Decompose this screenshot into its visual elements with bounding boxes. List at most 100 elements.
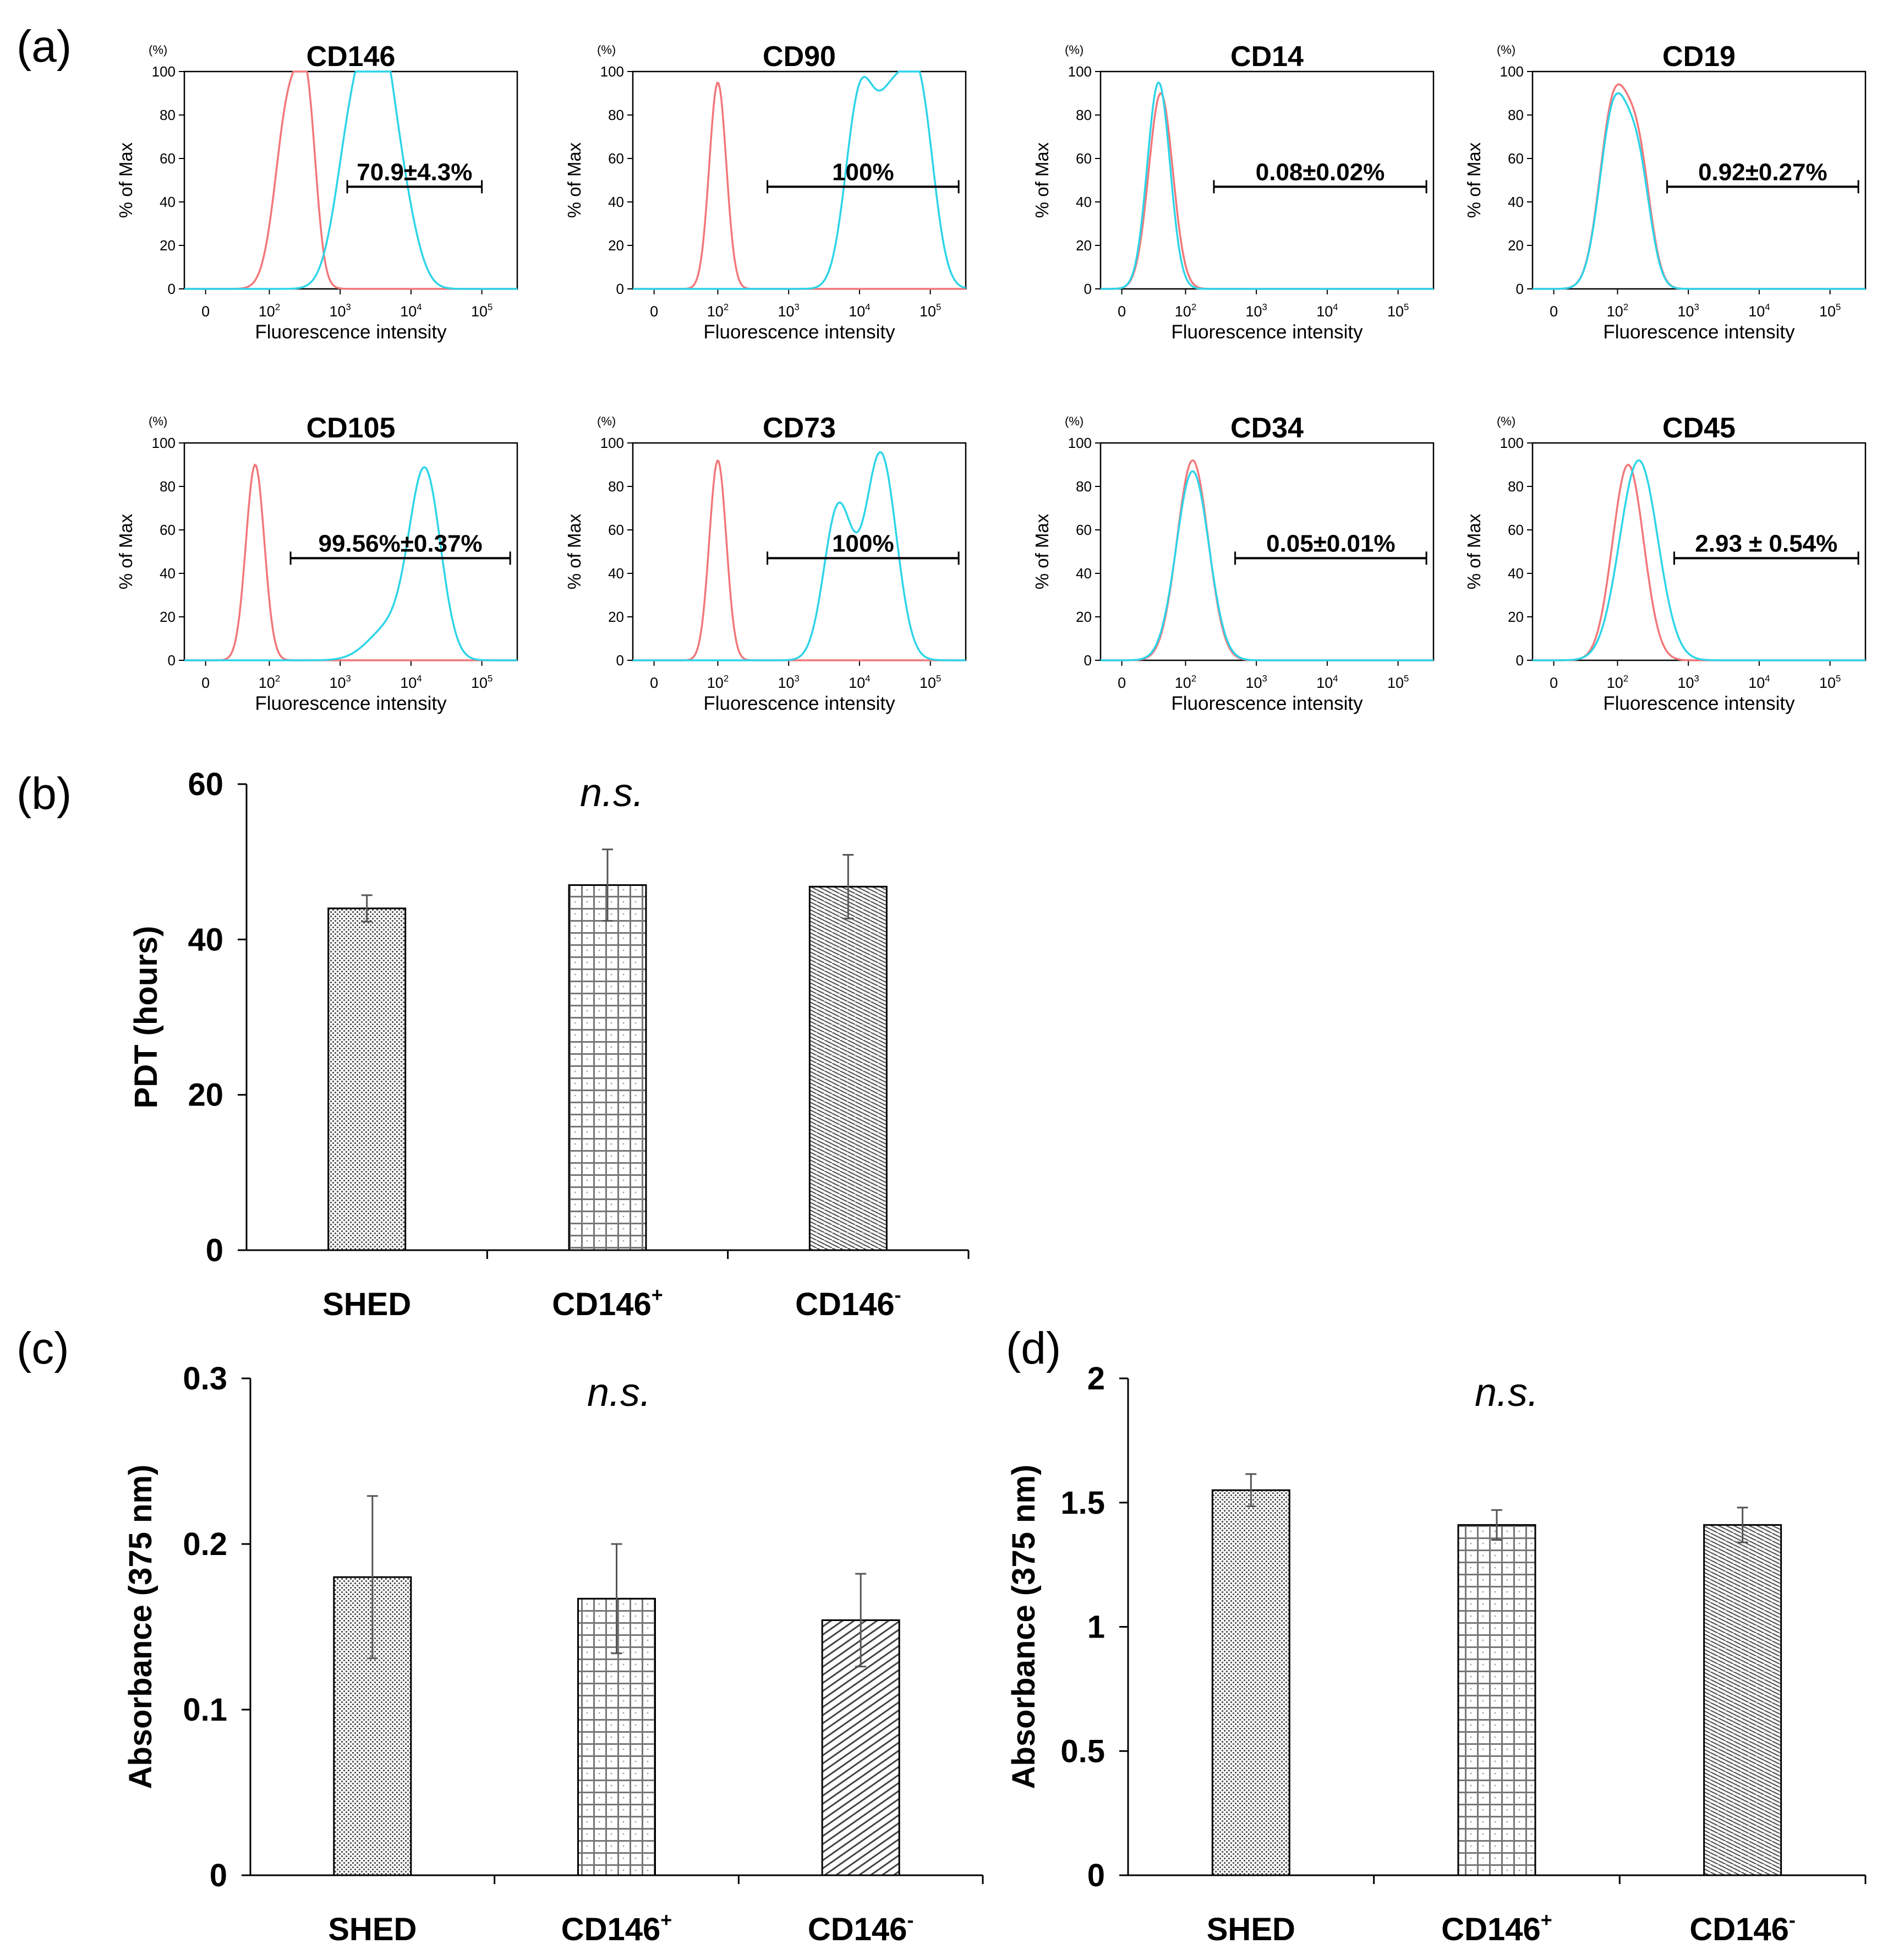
- y-tick-label: 80: [160, 107, 176, 123]
- marker-title: CD73: [763, 412, 836, 444]
- x-tick-label-base: 0: [650, 675, 658, 691]
- category-label-base: CD146: [1689, 1912, 1789, 1947]
- y-tick-label: 40: [160, 565, 176, 582]
- category-label: CD146-: [808, 1909, 914, 1947]
- x-tick-label-sup: 2: [275, 302, 280, 313]
- x-tick-label-base: 10: [1678, 303, 1694, 320]
- y-tick-label: 60: [160, 150, 176, 167]
- y-tick-label: 100: [152, 435, 176, 451]
- x-tick-label: 103: [1246, 302, 1267, 320]
- y-tick-label: 1: [1087, 1609, 1105, 1645]
- x-tick-label-base: 0: [1118, 303, 1126, 320]
- x-tick-label-base: 0: [650, 303, 658, 320]
- stained-histogram: [633, 451, 966, 661]
- y-tick-label: 0: [1084, 652, 1092, 669]
- y-tick-label: 100: [152, 63, 176, 80]
- marker-title: CD19: [1662, 41, 1736, 73]
- y-axis-label: PDT (hours): [128, 926, 164, 1109]
- x-tick-label: 105: [1819, 674, 1841, 691]
- panel-label-a: (a): [17, 21, 72, 72]
- x-tick-label-base: 10: [1748, 303, 1765, 320]
- x-tick-label-sup: 5: [936, 674, 941, 684]
- x-tick-label-base: 10: [778, 675, 795, 691]
- x-axis-label: Fluorescence intensity: [703, 693, 895, 714]
- x-tick-label-base: 10: [1387, 675, 1404, 691]
- y-axis-label: % of Max: [116, 513, 136, 589]
- y-tick-label: 2: [1087, 1361, 1105, 1397]
- x-tick-label-base: 10: [330, 303, 346, 320]
- y-axis-label: Absorbance (375 nm): [123, 1465, 158, 1789]
- x-tick-label-sup: 4: [417, 302, 422, 313]
- gate-percentage: 100%: [832, 530, 894, 557]
- x-tick-label-sup: 5: [1404, 674, 1409, 684]
- y-axis-label: % of Max: [1464, 513, 1484, 589]
- x-tick-label-base: 10: [400, 675, 417, 691]
- category-label: CD146+: [552, 1284, 663, 1322]
- category-label: SHED: [1207, 1912, 1295, 1947]
- x-tick-label-sup: 2: [724, 302, 729, 313]
- y-tick-label: 0: [1084, 281, 1092, 297]
- y-tick-label: 0: [1516, 281, 1524, 297]
- category-label-base: SHED: [328, 1912, 417, 1947]
- x-tick-label-sup: 5: [1836, 674, 1841, 684]
- x-tick-label: 103: [778, 302, 800, 320]
- isotype-histogram: [1533, 463, 1865, 661]
- y-tick-label: 100: [1068, 63, 1092, 80]
- x-tick-label-sup: 3: [346, 302, 351, 313]
- x-tick-label-sup: 3: [795, 302, 800, 313]
- x-tick-label-base: 0: [201, 675, 210, 691]
- y-tick-label: 0.5: [1060, 1733, 1105, 1769]
- x-tick-label-base: 10: [920, 675, 936, 691]
- marker-title: CD90: [763, 41, 836, 73]
- y-axis-label: % of Max: [564, 142, 584, 218]
- y-tick-label: 0: [616, 281, 624, 297]
- x-tick-label: 104: [1748, 674, 1770, 691]
- x-tick-label-base: 10: [1175, 675, 1191, 691]
- y-tick-label: 20: [1508, 237, 1524, 254]
- y-tick-label: 40: [1508, 565, 1524, 582]
- y-tick-label: 60: [608, 522, 624, 538]
- y-tick-label: 0.1: [183, 1692, 227, 1728]
- y-tick-label: 60: [608, 150, 624, 167]
- x-tick-label-sup: 3: [1262, 674, 1267, 684]
- x-tick-label-sup: 4: [1333, 674, 1338, 684]
- x-tick-label-sup: 2: [1191, 674, 1196, 684]
- x-tick-label: 103: [778, 674, 800, 691]
- x-tick-label-sup: 3: [795, 674, 800, 684]
- y-tick-label: 0: [206, 1233, 223, 1268]
- y-tick-label: 100: [1068, 435, 1092, 451]
- stained-histogram: [1533, 92, 1865, 290]
- x-tick-label-sup: 2: [724, 674, 729, 684]
- category-label-sup: -: [895, 1284, 901, 1306]
- x-tick-label: 104: [1316, 302, 1338, 320]
- x-tick-label: 105: [920, 302, 941, 320]
- y-unit-label: (%): [1497, 43, 1515, 57]
- y-tick-label: 20: [160, 609, 176, 625]
- category-label-base: CD146: [1441, 1912, 1541, 1947]
- y-tick-label: 0: [1516, 652, 1524, 669]
- x-tick-label-base: 10: [259, 675, 275, 691]
- x-tick-label: 0: [650, 303, 658, 320]
- x-tick-label-base: 10: [1819, 675, 1836, 691]
- x-tick-label-sup: 4: [1765, 302, 1770, 313]
- y-tick-label: 60: [1508, 522, 1524, 538]
- significance-annotation: n.s.: [587, 1371, 651, 1415]
- x-tick-label: 0: [1118, 303, 1126, 320]
- plot-frame: [632, 442, 967, 661]
- x-tick-label: 0: [201, 303, 210, 320]
- y-tick-label: 40: [1076, 194, 1092, 210]
- x-tick-label-sup: 3: [346, 674, 351, 684]
- y-tick-label: 20: [188, 1077, 223, 1113]
- category-label: SHED: [322, 1286, 411, 1322]
- marker-title: CD34: [1230, 412, 1304, 444]
- y-tick-label: 80: [1076, 478, 1092, 495]
- y-tick-label: 40: [608, 565, 624, 582]
- category-label-base: CD146: [561, 1912, 661, 1947]
- x-tick-label-base: 10: [920, 303, 936, 320]
- y-tick-label: 100: [600, 63, 624, 80]
- panel-label-c: (c): [17, 1323, 69, 1373]
